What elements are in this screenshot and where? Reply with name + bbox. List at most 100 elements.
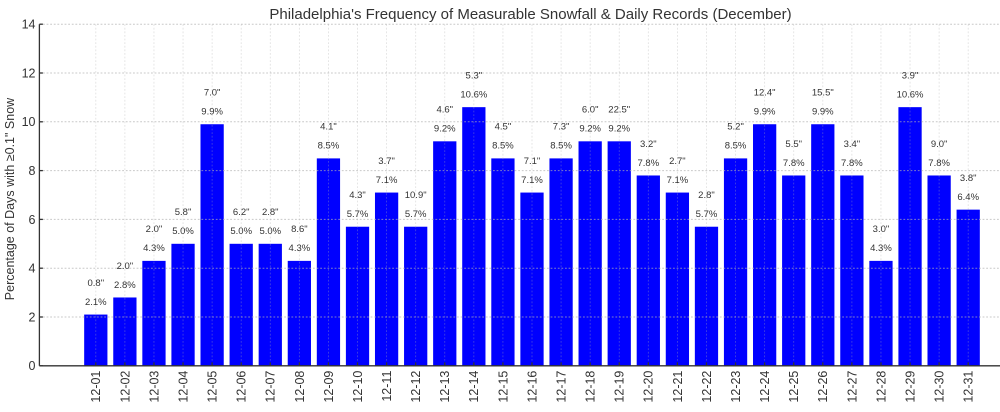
svg-text:10.6%: 10.6% — [460, 89, 487, 100]
svg-text:12-08: 12-08 — [293, 371, 307, 403]
svg-text:12-04: 12-04 — [176, 371, 190, 403]
svg-text:5.7%: 5.7% — [696, 209, 718, 220]
svg-text:6.2": 6.2" — [233, 207, 250, 218]
svg-text:Philadelphia's Frequency of Me: Philadelphia's Frequency of Measurable S… — [269, 6, 791, 23]
svg-text:8.6": 8.6" — [291, 224, 308, 235]
svg-text:5.0%: 5.0% — [259, 226, 281, 237]
svg-text:2.8": 2.8" — [262, 207, 279, 218]
svg-text:7.1": 7.1" — [524, 156, 541, 167]
svg-text:12-18: 12-18 — [584, 371, 598, 403]
svg-text:9.9%: 9.9% — [812, 107, 834, 118]
svg-text:9.2%: 9.2% — [579, 124, 601, 135]
svg-text:10: 10 — [22, 115, 36, 129]
svg-text:5.7%: 5.7% — [347, 209, 369, 220]
svg-text:6.4%: 6.4% — [957, 192, 979, 203]
svg-text:7.8%: 7.8% — [841, 158, 863, 169]
svg-text:3.9": 3.9" — [902, 70, 919, 81]
svg-text:8.5%: 8.5% — [550, 141, 572, 152]
svg-text:12.4": 12.4" — [754, 88, 776, 99]
svg-text:12-29: 12-29 — [903, 371, 917, 403]
svg-text:12-23: 12-23 — [729, 371, 743, 403]
svg-text:10.9": 10.9" — [405, 190, 427, 201]
svg-text:12-30: 12-30 — [933, 371, 947, 403]
svg-text:6: 6 — [29, 213, 36, 227]
svg-text:Percentage of Days with ≥0.1": Percentage of Days with ≥0.1" Snow — [3, 97, 17, 300]
svg-text:4.3": 4.3" — [349, 190, 366, 201]
svg-text:8.5%: 8.5% — [725, 141, 747, 152]
svg-text:8.5%: 8.5% — [492, 141, 514, 152]
svg-text:5.8": 5.8" — [175, 207, 192, 218]
svg-text:12-02: 12-02 — [118, 371, 132, 403]
svg-text:12-26: 12-26 — [816, 371, 830, 403]
svg-text:4.3%: 4.3% — [143, 243, 165, 254]
svg-text:14: 14 — [22, 18, 36, 32]
svg-text:2: 2 — [29, 310, 36, 324]
svg-text:8.5%: 8.5% — [318, 141, 340, 152]
svg-text:12-14: 12-14 — [467, 371, 481, 403]
svg-text:12-20: 12-20 — [642, 371, 656, 403]
svg-text:12-10: 12-10 — [351, 371, 365, 403]
svg-text:15.5": 15.5" — [812, 88, 834, 99]
svg-text:9.2%: 9.2% — [434, 124, 456, 135]
svg-text:7.8%: 7.8% — [928, 158, 950, 169]
svg-text:7.3": 7.3" — [553, 122, 570, 133]
svg-text:5.0%: 5.0% — [172, 226, 194, 237]
svg-text:6.0": 6.0" — [582, 105, 599, 116]
svg-text:5.7%: 5.7% — [405, 209, 427, 220]
svg-text:4.5": 4.5" — [495, 122, 512, 133]
svg-text:12-31: 12-31 — [962, 371, 976, 403]
svg-text:12-28: 12-28 — [874, 371, 888, 403]
svg-text:0.8": 0.8" — [88, 278, 105, 289]
svg-text:5.2": 5.2" — [727, 122, 744, 133]
svg-text:3.2": 3.2" — [640, 139, 657, 150]
svg-text:7.8%: 7.8% — [637, 158, 659, 169]
svg-text:7.1%: 7.1% — [376, 175, 398, 186]
svg-text:4.1": 4.1" — [320, 122, 337, 133]
svg-text:3.8": 3.8" — [960, 173, 977, 184]
svg-text:3.7": 3.7" — [378, 156, 395, 167]
svg-text:2.8%: 2.8% — [114, 280, 136, 291]
svg-text:22.5": 22.5" — [608, 105, 630, 116]
svg-text:7.8%: 7.8% — [783, 158, 805, 169]
svg-text:12-22: 12-22 — [700, 371, 714, 403]
svg-text:12-11: 12-11 — [380, 371, 394, 402]
svg-text:12-24: 12-24 — [758, 371, 772, 403]
svg-text:10.6%: 10.6% — [897, 89, 924, 100]
svg-text:12-13: 12-13 — [438, 371, 452, 403]
svg-text:12-09: 12-09 — [322, 371, 336, 403]
svg-text:9.0": 9.0" — [931, 139, 948, 150]
svg-text:12-06: 12-06 — [235, 371, 249, 403]
svg-text:4.6": 4.6" — [436, 105, 453, 116]
svg-text:12-21: 12-21 — [671, 371, 685, 403]
svg-text:12-07: 12-07 — [264, 371, 278, 403]
svg-text:12-05: 12-05 — [206, 371, 220, 403]
svg-text:4: 4 — [29, 262, 36, 276]
svg-text:2.8": 2.8" — [698, 190, 715, 201]
svg-text:12-12: 12-12 — [409, 371, 423, 403]
svg-text:7.0": 7.0" — [204, 88, 221, 99]
svg-text:12-16: 12-16 — [525, 371, 539, 403]
svg-text:12: 12 — [22, 66, 36, 80]
svg-text:0: 0 — [29, 359, 36, 373]
svg-text:12-03: 12-03 — [147, 371, 161, 403]
svg-text:5.5": 5.5" — [785, 139, 802, 150]
svg-text:12-15: 12-15 — [496, 371, 510, 403]
svg-text:2.1%: 2.1% — [85, 297, 107, 308]
svg-text:3.0": 3.0" — [873, 224, 890, 235]
svg-text:5.0%: 5.0% — [230, 226, 252, 237]
svg-text:9.2%: 9.2% — [608, 124, 630, 135]
svg-text:8: 8 — [29, 164, 36, 178]
svg-text:2.0": 2.0" — [146, 224, 163, 235]
svg-text:3.4": 3.4" — [844, 139, 861, 150]
svg-text:7.1%: 7.1% — [521, 175, 543, 186]
svg-text:12-27: 12-27 — [845, 371, 859, 403]
svg-text:2.0": 2.0" — [117, 261, 134, 272]
svg-text:12-19: 12-19 — [613, 371, 627, 403]
svg-text:4.3%: 4.3% — [870, 243, 892, 254]
svg-text:12-17: 12-17 — [554, 371, 568, 403]
svg-text:7.1%: 7.1% — [667, 175, 689, 186]
svg-text:12-25: 12-25 — [787, 371, 801, 403]
svg-text:2.7": 2.7" — [669, 156, 686, 167]
svg-text:5.3": 5.3" — [466, 70, 483, 81]
svg-text:4.3%: 4.3% — [289, 243, 311, 254]
